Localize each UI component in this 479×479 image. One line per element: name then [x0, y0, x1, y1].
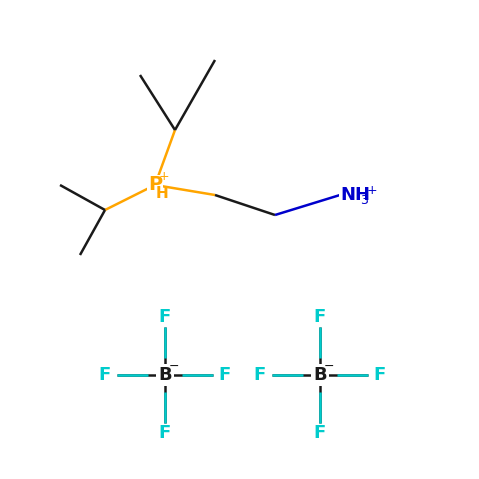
- Text: F: F: [219, 366, 231, 384]
- Text: F: F: [314, 308, 326, 326]
- Text: F: F: [159, 308, 171, 326]
- Text: +: +: [367, 183, 377, 196]
- Text: F: F: [374, 366, 386, 384]
- Text: H: H: [156, 186, 169, 202]
- Text: F: F: [254, 366, 266, 384]
- Text: F: F: [99, 366, 111, 384]
- Text: −: −: [324, 360, 334, 373]
- Text: P: P: [148, 175, 162, 194]
- Text: −: −: [169, 360, 179, 373]
- Text: B: B: [158, 366, 172, 384]
- Text: F: F: [159, 424, 171, 442]
- Text: 3: 3: [360, 194, 368, 206]
- Text: B: B: [313, 366, 327, 384]
- Text: +: +: [159, 170, 169, 182]
- Text: F: F: [314, 424, 326, 442]
- Text: NH: NH: [340, 186, 370, 204]
